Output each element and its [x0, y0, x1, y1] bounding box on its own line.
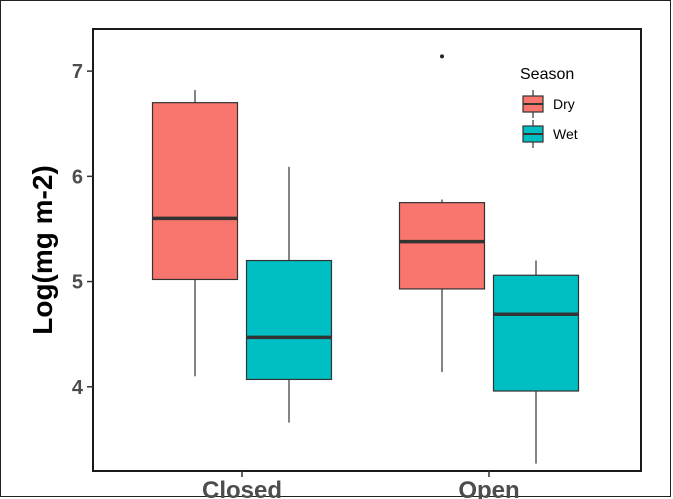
y-tick-label-5: 5 — [72, 272, 83, 294]
y-tick-label-4: 4 — [72, 377, 84, 399]
y-tick-label-6: 6 — [72, 166, 83, 188]
box-wet-closed — [245, 259, 333, 381]
x-tick-label-closed: Closed — [202, 477, 282, 499]
plot-panel — [92, 28, 642, 472]
legend-label-dry: Dry — [553, 96, 575, 112]
y-tick-label-7: 7 — [72, 61, 83, 83]
box-wet-open — [492, 274, 580, 392]
legend-label-wet: Wet — [553, 126, 578, 142]
legend-title: Season — [520, 66, 574, 83]
box-dry-closed — [151, 102, 239, 281]
y-axis-label: Log(mg m-2) — [27, 165, 58, 335]
outlier-dry-open-0 — [440, 54, 444, 59]
x-tick-label-open: Open — [458, 477, 519, 499]
box-dry-open — [398, 202, 486, 290]
